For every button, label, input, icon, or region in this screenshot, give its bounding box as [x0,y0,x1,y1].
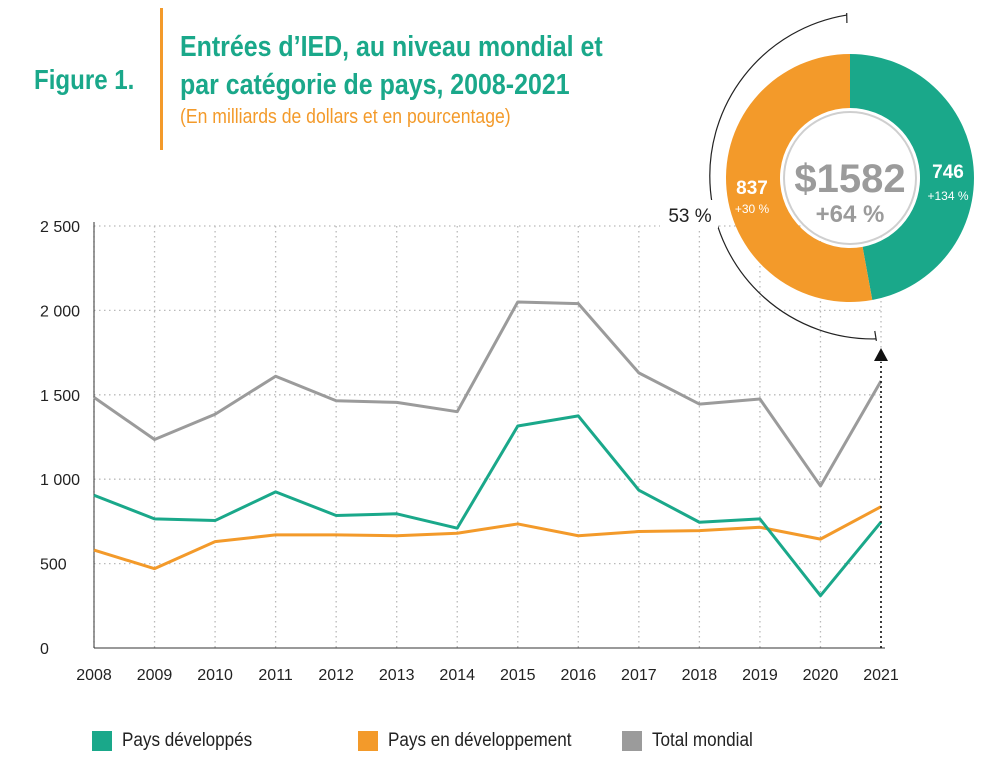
legend-label-total: Total mondial [652,730,753,751]
x-tick-label: 2016 [561,667,597,684]
x-tick-label: 2009 [137,667,173,684]
legend-label-developing: Pays en développement [388,730,572,751]
y-tick-label: 2 500 [40,219,80,236]
share-label-bg [660,200,718,228]
legend-item-developing: Pays en développement [358,730,592,752]
legend: Pays développés Pays en développement To… [92,730,952,758]
figure-label: Figure 1. [34,64,135,95]
legend-label-developed: Pays développés [122,730,253,751]
y-tick-label: 2 000 [40,303,80,320]
series-line-developed [93,414,883,598]
y-tick-label: 0 [40,641,49,658]
x-tick-label: 2017 [621,667,657,684]
legend-swatch-developing [358,731,378,751]
donut-slice-developing [725,54,873,302]
donut-label-developed-value: 746 [932,162,964,183]
legend-item-total: Total mondial [622,730,764,752]
connector-arrow-icon [874,348,888,361]
chart-subtitle: (En milliards de dollars et en pourcenta… [180,106,511,128]
donut-label-developing-value: 837 [736,178,768,199]
chart-title: Entrées d’IED, au niveau mondial et par … [180,28,603,104]
x-tick-label: 2010 [197,667,233,684]
x-tick-label: 2019 [742,667,778,684]
x-tick-label: 2014 [439,667,475,684]
donut-label-developed-change: +134 % [927,189,968,203]
chart-title-line-1: Entrées d’IED, au niveau mondial et [180,31,603,63]
x-tick-label: 2020 [803,667,839,684]
x-tick-label: 2012 [318,667,354,684]
x-tick-label: 2021 [863,667,899,684]
share-bracket-tick [874,330,877,341]
legend-swatch-developed [92,731,112,751]
y-tick-label: 1 500 [40,388,80,405]
x-tick-label: 2008 [76,667,112,684]
inset-donut: 53 % $1582+64 % 837 +30 % 746 +134 % [660,13,974,341]
share-bracket-arc [709,14,877,340]
axes: 0 500 1 000 1 500 2 000 2 500 2008 2009 2010 2011… [40,219,899,684]
x-tick-label: 2018 [682,667,718,684]
x-tick-label: 2015 [500,667,536,684]
gridlines [93,225,882,648]
x-tick-label: 2011 [258,667,293,684]
chart-title-line-2: par catégorie de pays, 2008-2021 [180,69,570,101]
share-label: 53 % [668,206,711,227]
legend-swatch-total [622,731,642,751]
donut-total-change: +64 % [816,201,885,228]
x-tick-label: 2013 [379,667,415,684]
series-lines [93,300,888,648]
y-tick-label: 500 [40,557,67,574]
series-line-total [93,300,883,488]
donut-slice-developed [850,54,974,300]
legend-item-developed: Pays développés [92,730,267,752]
donut-total-value: $1582 [794,157,905,201]
donut-label-developing-change: +30 % [735,202,770,216]
donut-inner-ring [783,111,917,245]
y-tick-label: 1 000 [40,472,80,489]
series-line-developing [93,505,882,571]
title-divider [160,8,163,150]
